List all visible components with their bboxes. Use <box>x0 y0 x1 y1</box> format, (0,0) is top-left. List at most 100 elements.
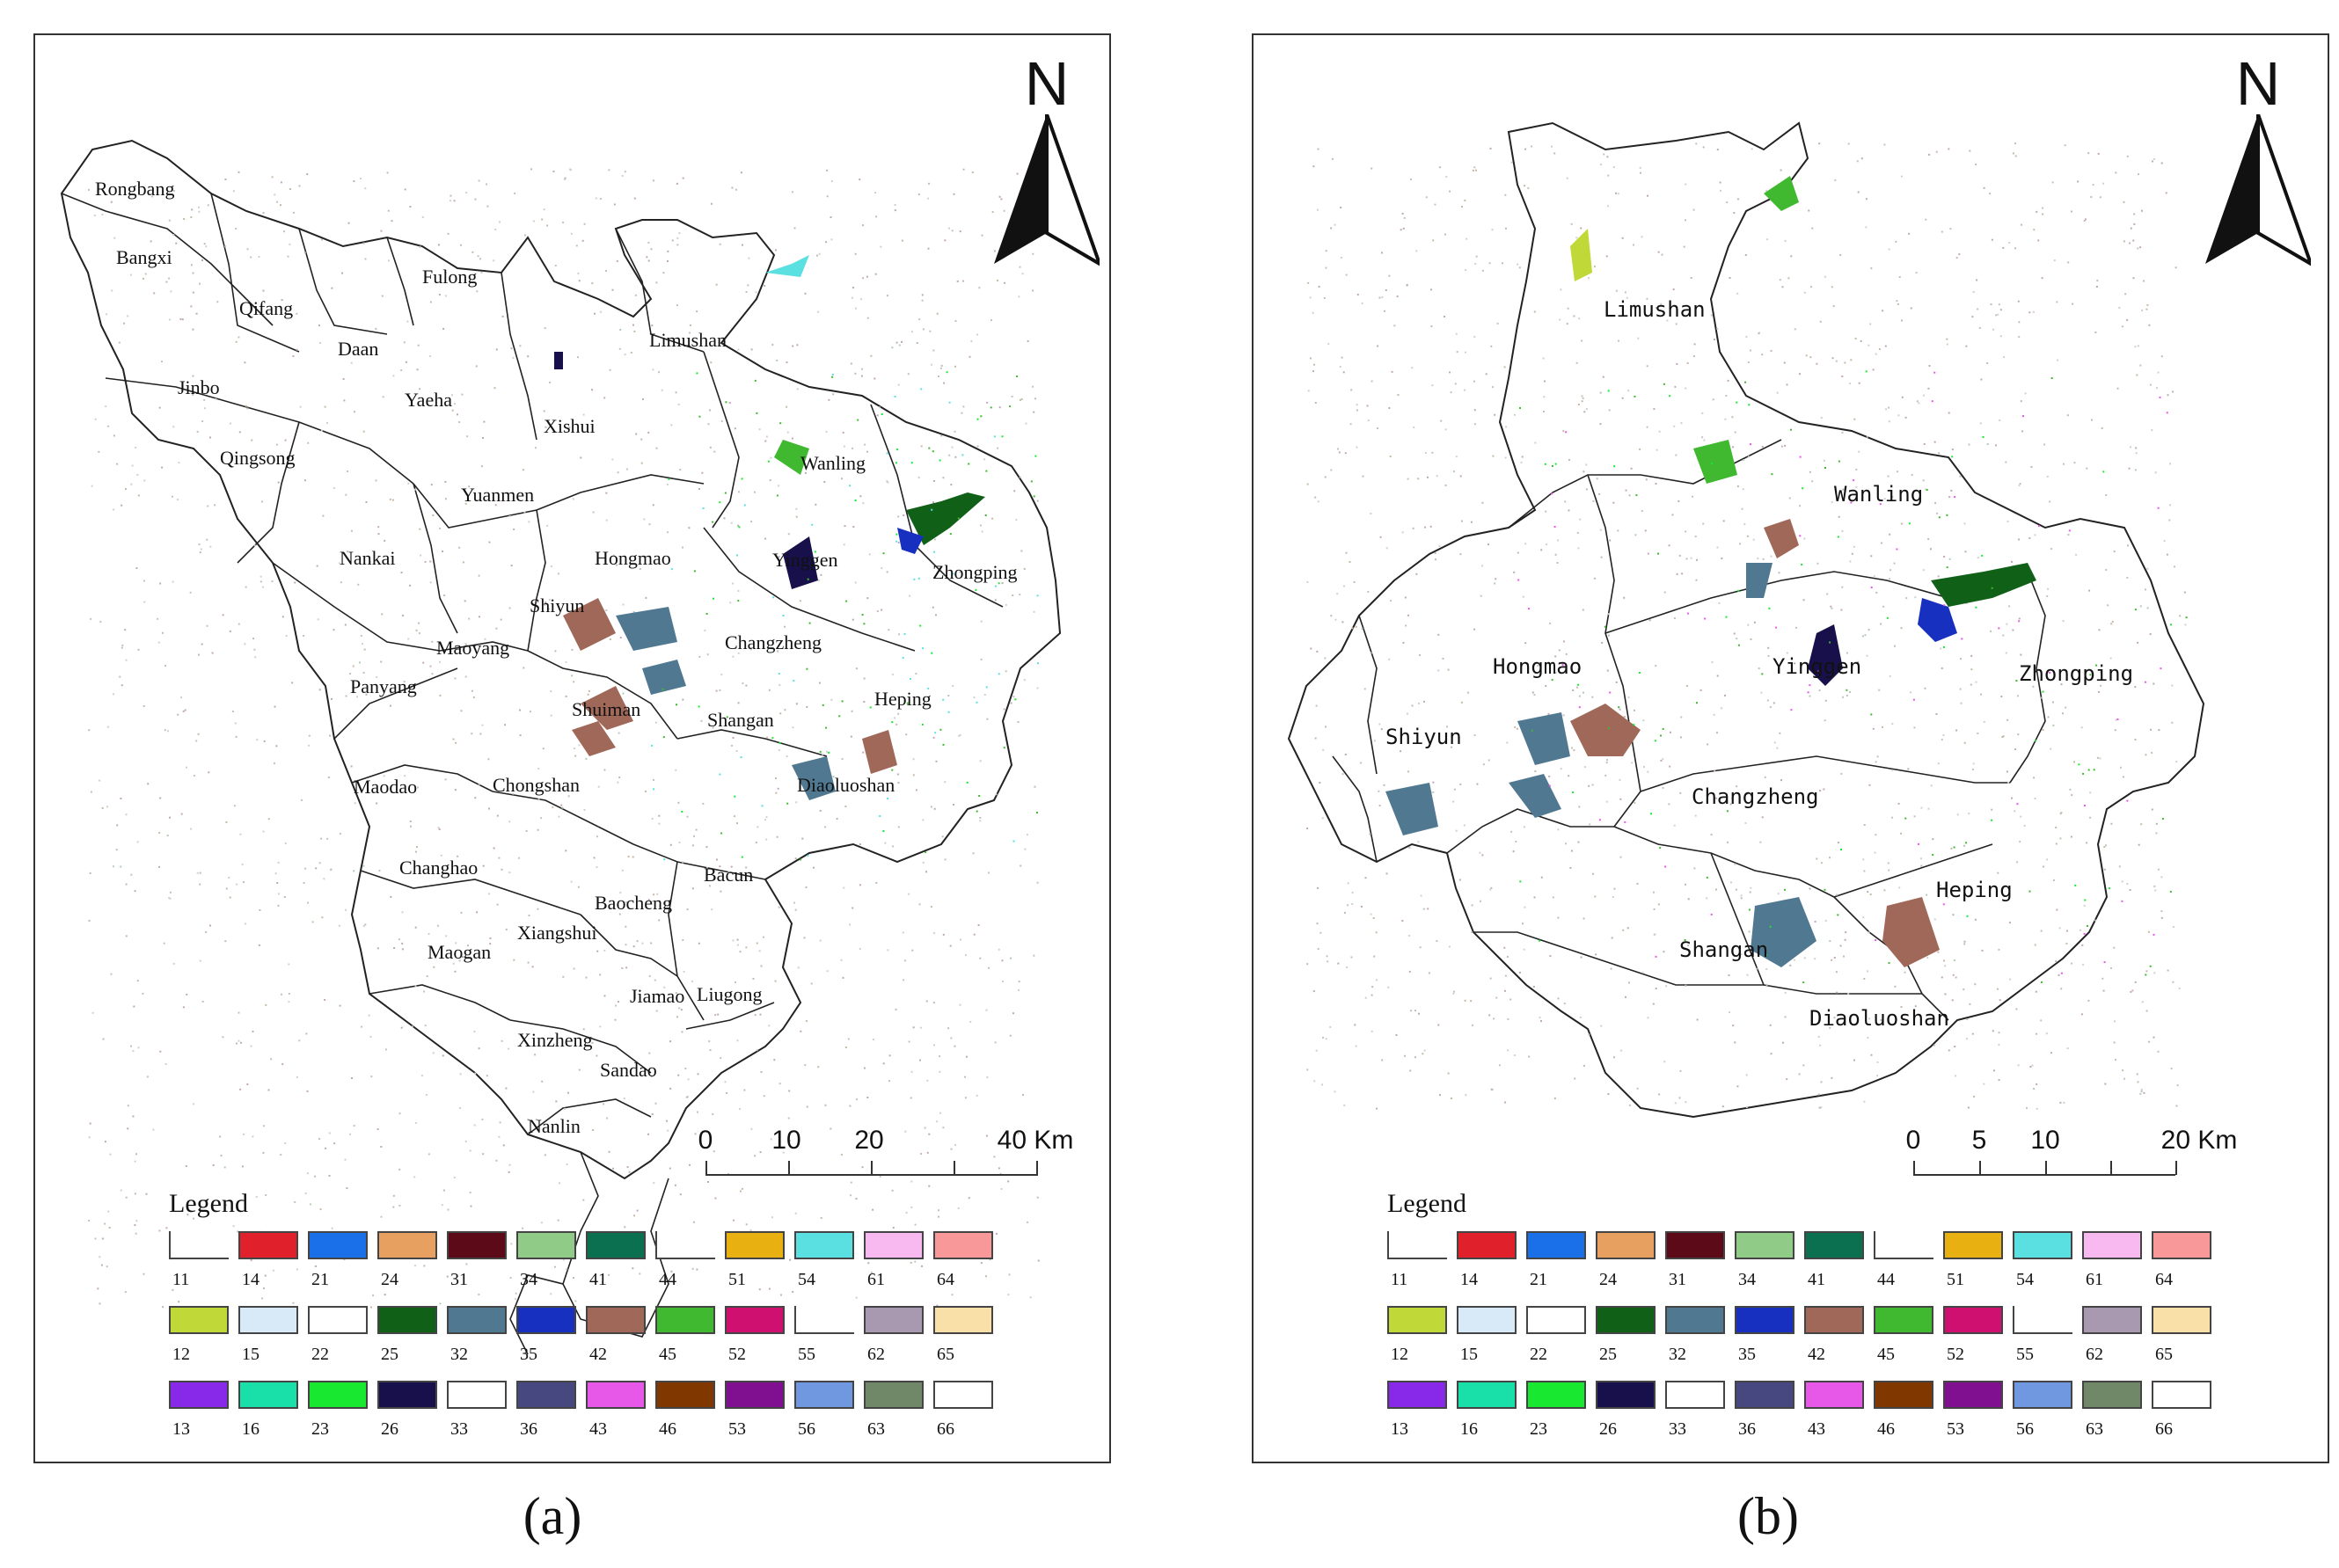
speckle-dot <box>1491 1089 1494 1090</box>
speckle-dot <box>1307 390 1310 392</box>
speckle-dot <box>2141 1001 2144 1003</box>
speckle-dot <box>959 571 961 573</box>
speckle-dot <box>2113 551 2116 553</box>
speckle-dot <box>1721 1105 1724 1108</box>
speckle-dot <box>1900 1006 1903 1008</box>
speckle-dot <box>2123 201 2125 203</box>
speckle-dot <box>1430 325 1433 328</box>
speckle-dot <box>2121 880 2123 883</box>
speckle-dot <box>655 281 658 284</box>
speckle-dot <box>991 211 994 214</box>
speckle-dot <box>383 775 385 777</box>
legend-item-62: 62 <box>2082 1306 2145 1367</box>
speckle-dot <box>904 1130 907 1133</box>
speckle-dot <box>1507 1049 1509 1052</box>
speckle-dot <box>742 682 744 684</box>
speckle-dot <box>2136 374 2138 376</box>
speckle-dot <box>321 916 324 919</box>
speckle-dot <box>680 1009 683 1011</box>
speckle-dot <box>1816 857 1818 860</box>
speckle-dot <box>253 648 256 651</box>
speckle-dot <box>720 674 723 675</box>
speckle-dot <box>998 195 1001 198</box>
speckle-dot <box>761 805 764 807</box>
speckle-dot <box>741 856 743 858</box>
speckle-dot <box>1826 593 1829 595</box>
speckle-dot <box>583 222 586 225</box>
speckle-dot <box>1578 317 1581 320</box>
speckle-dot <box>206 624 208 627</box>
speckle-dot <box>261 500 263 503</box>
speckle-dot <box>1582 470 1585 473</box>
legend-swatch <box>725 1306 785 1334</box>
speckle-dot <box>1408 846 1411 849</box>
speckle-dot <box>771 344 774 346</box>
speckle-dot <box>318 325 320 327</box>
speckle-dot <box>455 741 457 744</box>
speckle-dot <box>2129 242 2131 244</box>
speckle-dot <box>2153 885 2156 887</box>
speckle-dot <box>1839 254 1842 256</box>
speckle-dot <box>1853 545 1855 548</box>
speckle-dot <box>1488 1014 1491 1017</box>
speckle-dot <box>2036 1107 2038 1110</box>
speckle-dot <box>150 240 152 243</box>
speckle-dot <box>1998 627 2000 630</box>
speckle-dot <box>1401 213 1404 215</box>
speckle-dot <box>132 1050 135 1053</box>
legend-code: 21 <box>311 1270 329 1289</box>
speckle-dot <box>345 695 347 697</box>
speckle-dot <box>939 1112 941 1114</box>
speckle-dot <box>2113 946 2116 949</box>
speckle-dot <box>918 903 921 906</box>
speckle-dot <box>192 291 194 294</box>
speckle-dot <box>784 709 786 711</box>
speckle-dot <box>795 703 798 705</box>
speckle-dot <box>844 806 847 807</box>
speckle-dot <box>1675 323 1678 325</box>
speckle-dot <box>488 541 491 543</box>
speckle-dot <box>2157 1050 2160 1053</box>
speckle-dot <box>2014 142 2016 145</box>
speckle-dot <box>1473 166 1476 169</box>
speckle-dot <box>1748 404 1751 406</box>
speckle-dot <box>307 901 309 904</box>
speckle-dot <box>1552 896 1554 899</box>
speckle-dot <box>370 1076 373 1078</box>
speckle-dot <box>2016 861 2019 864</box>
speckle-dot <box>1794 662 1796 665</box>
speckle-dot <box>1380 728 1383 731</box>
speckle-dot <box>1572 791 1575 793</box>
speckle-dot <box>1669 765 1671 768</box>
speckle-dot <box>186 766 187 769</box>
speckle-dot <box>737 652 740 654</box>
speckle-dot <box>483 420 486 423</box>
legend-swatch <box>447 1306 507 1334</box>
speckle-dot <box>1703 439 1706 441</box>
speckle-dot <box>723 517 726 520</box>
speckle-dot <box>976 333 978 336</box>
speckle-dot <box>479 616 480 618</box>
speckle-dot <box>1453 990 1455 993</box>
speckle-dot <box>1983 186 1985 189</box>
speckle-dot <box>894 717 896 719</box>
speckle-dot <box>1794 959 1795 961</box>
speckle-dot <box>1621 237 1624 239</box>
speckle-dot <box>331 1227 333 1229</box>
speckle-dot <box>639 1273 641 1275</box>
speckle-dot <box>1839 944 1842 947</box>
speckle-dot <box>1948 558 1951 560</box>
speckle-dot <box>731 186 734 189</box>
speckle-dot <box>1883 498 1886 500</box>
speckle-dot <box>364 258 367 260</box>
speckle-dot <box>1036 881 1039 884</box>
speckle-dot <box>2135 452 2138 455</box>
speckle-dot <box>1012 1012 1014 1015</box>
speckle-dot <box>2160 667 2162 670</box>
speckle-dot <box>513 529 515 530</box>
speckle-dot <box>1383 784 1385 786</box>
speckle-dot <box>1622 929 1625 931</box>
legend-code: 52 <box>1947 1345 1964 1364</box>
speckle-dot <box>1970 683 1972 686</box>
speckle-dot <box>157 617 159 620</box>
